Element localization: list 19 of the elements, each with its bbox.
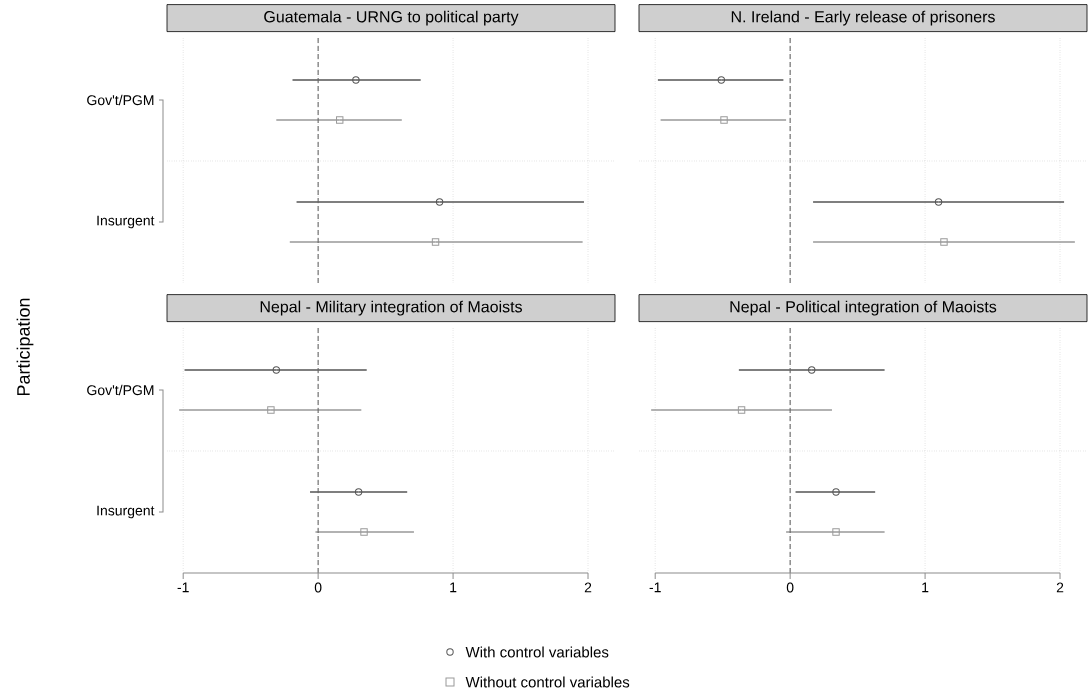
x-tick-label: 2: [584, 582, 592, 593]
x-tick-label: 0: [314, 582, 322, 593]
x-tick-label: 0: [786, 582, 794, 593]
x-tick-label: 1: [922, 582, 929, 593]
y-tick-label: Insurgent: [97, 215, 155, 229]
y-tick-label: Gov't/PGM: [87, 384, 154, 396]
chart-title: Guatemala - URNG to political party: [264, 10, 519, 26]
y-tick-label: Gov't/PGM: [87, 94, 154, 106]
y-axis-title: Participation: [16, 298, 34, 396]
x-tick-label: -1: [177, 582, 189, 593]
x-tick-label: -1: [649, 582, 661, 593]
chart-title: Nepal - Political integration of Maoists: [730, 300, 997, 316]
chart-title: N. Ireland - Early release of prisoners: [731, 10, 995, 26]
legend-label: With control variables: [465, 646, 609, 658]
x-tick-label: 2: [1056, 582, 1064, 593]
legend-label: Without control variables: [465, 676, 630, 688]
chart-title: Nepal - Military integration of Maoists: [260, 300, 522, 316]
x-tick-label: 1: [450, 582, 457, 593]
y-tick-label: Insurgent: [97, 505, 155, 519]
